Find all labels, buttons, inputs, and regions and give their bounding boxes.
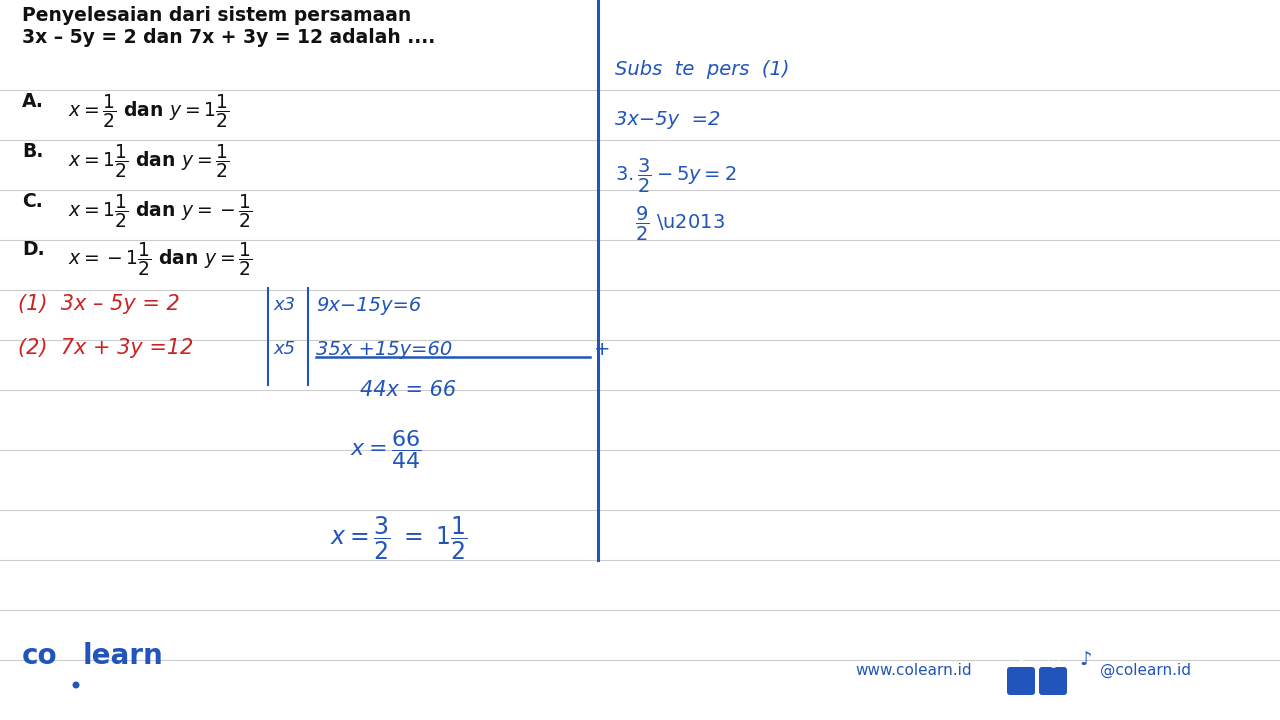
Text: $x = \dfrac{66}{44}$: $x = \dfrac{66}{44}$	[349, 428, 421, 471]
Text: $x = \dfrac{3}{2}\ =\ 1\dfrac{1}{2}$: $x = \dfrac{3}{2}\ =\ 1\dfrac{1}{2}$	[330, 515, 468, 562]
Text: 44x = 66: 44x = 66	[360, 380, 456, 400]
Circle shape	[73, 682, 79, 688]
Text: Subs  te  pers  (1): Subs te pers (1)	[614, 60, 790, 79]
Text: @colearn.id: @colearn.id	[1100, 663, 1190, 678]
Text: $3.\dfrac{3}{2} - 5y = 2$: $3.\dfrac{3}{2} - 5y = 2$	[614, 157, 736, 195]
Text: A.: A.	[22, 92, 44, 111]
Text: learn: learn	[83, 642, 164, 670]
Text: ♪: ♪	[1079, 650, 1092, 669]
Text: C.: C.	[22, 192, 42, 211]
Text: $\dfrac{9}{2}$ \u2013: $\dfrac{9}{2}$ \u2013	[635, 205, 724, 243]
FancyBboxPatch shape	[1007, 667, 1036, 695]
Text: B.: B.	[22, 142, 44, 161]
Text: D.: D.	[22, 240, 45, 259]
Text: $x = -1\dfrac{1}{2}$ dan $y = \dfrac{1}{2}$: $x = -1\dfrac{1}{2}$ dan $y = \dfrac{1}{…	[68, 240, 252, 278]
Text: 35x +15y=60: 35x +15y=60	[316, 340, 452, 359]
Text: x5: x5	[273, 340, 296, 358]
Text: $x = 1\dfrac{1}{2}$ dan $y = \dfrac{1}{2}$: $x = 1\dfrac{1}{2}$ dan $y = \dfrac{1}{2…	[68, 142, 229, 180]
Text: co: co	[22, 642, 58, 670]
Text: www.colearn.id: www.colearn.id	[855, 663, 972, 678]
Text: ○: ○	[1046, 654, 1060, 669]
Text: x3: x3	[273, 296, 296, 314]
Text: $x = 1\dfrac{1}{2}$ dan $y = -\dfrac{1}{2}$: $x = 1\dfrac{1}{2}$ dan $y = -\dfrac{1}{…	[68, 192, 252, 230]
Text: $x = \dfrac{1}{2}$ dan $y = 1\dfrac{1}{2}$: $x = \dfrac{1}{2}$ dan $y = 1\dfrac{1}{2…	[68, 92, 229, 130]
Text: 3x – 5y = 2 dan 7x + 3y = 12 adalah ....: 3x – 5y = 2 dan 7x + 3y = 12 adalah ....	[22, 28, 435, 47]
Text: +: +	[594, 340, 611, 359]
Text: 9x−15y=6: 9x−15y=6	[316, 296, 421, 315]
Text: Penyelesaian dari sistem persamaan: Penyelesaian dari sistem persamaan	[22, 6, 411, 25]
FancyBboxPatch shape	[1039, 667, 1068, 695]
Text: (1)  3x – 5y = 2: (1) 3x – 5y = 2	[18, 294, 179, 314]
Text: 3x−5y  =2: 3x−5y =2	[614, 110, 721, 129]
Text: (2)  7x + 3y =12: (2) 7x + 3y =12	[18, 338, 193, 358]
Text: f: f	[1018, 651, 1024, 669]
